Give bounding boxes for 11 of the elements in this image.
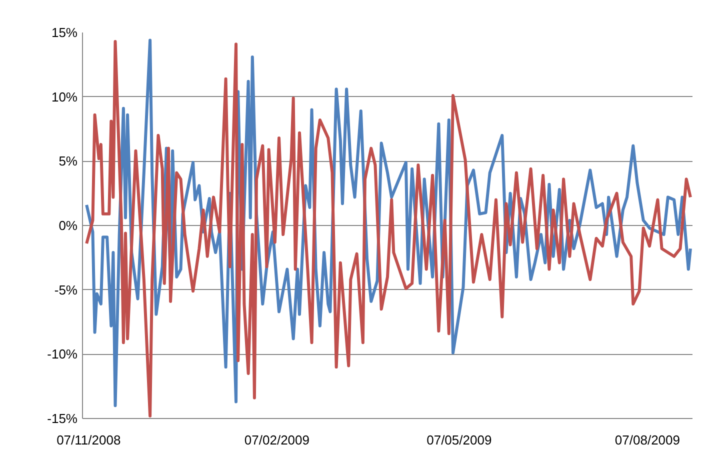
x-tick-label: 07/02/2009 — [244, 432, 310, 448]
y-tick-label: 0% — [58, 218, 78, 233]
y-tick-label: -15% — [47, 411, 78, 426]
y-tick-label: -10% — [47, 346, 78, 362]
x-tick-label: 07/08/2009 — [614, 432, 680, 448]
y-tick-label: 15% — [51, 25, 78, 40]
y-tick-label: 10% — [51, 89, 78, 104]
y-tick-label: -5% — [54, 282, 78, 298]
x-tick-label: 07/05/2009 — [426, 432, 492, 448]
x-tick-label: 07/11/2008 — [56, 432, 121, 448]
y-tick-label: 5% — [58, 154, 78, 169]
